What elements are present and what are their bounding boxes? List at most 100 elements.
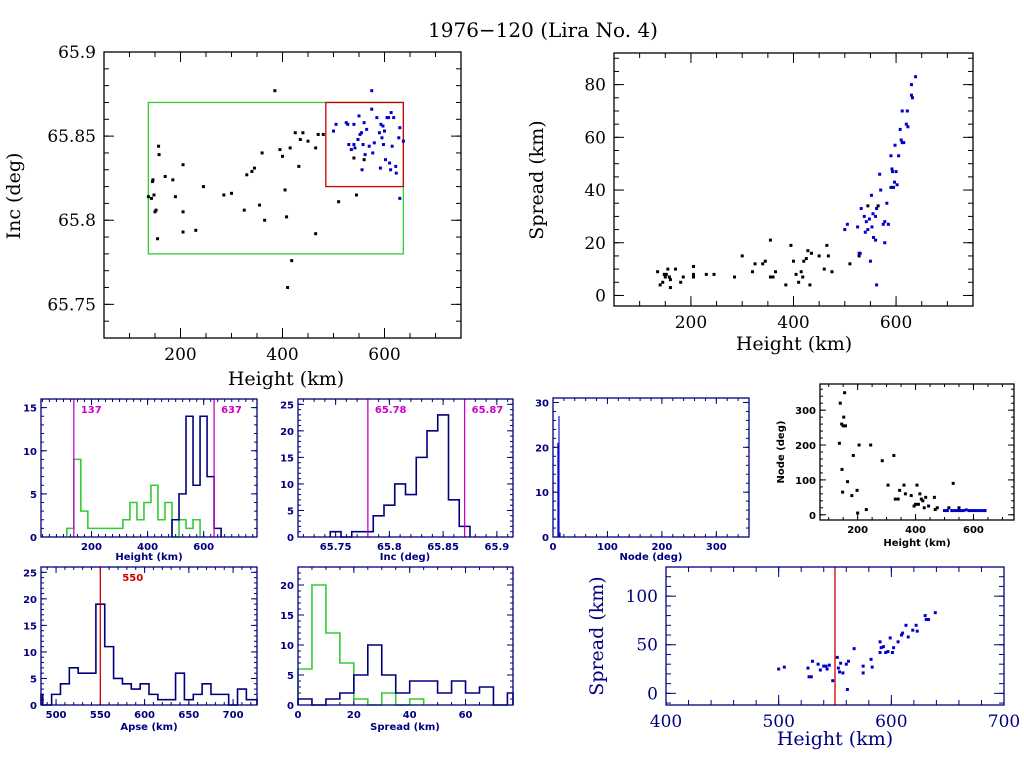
data-point xyxy=(372,141,376,145)
data-point xyxy=(890,170,894,174)
plot-frame xyxy=(297,566,514,706)
data-point xyxy=(153,210,157,214)
data-point xyxy=(864,508,868,512)
data-point xyxy=(263,218,267,222)
y-tick-label: 5 xyxy=(287,506,294,517)
data-point xyxy=(152,193,156,197)
histogram-bar xyxy=(558,415,560,537)
data-point xyxy=(886,222,890,226)
data-point xyxy=(906,125,910,129)
data-point xyxy=(825,243,829,247)
y-tick-label: 25 xyxy=(23,568,37,579)
data-point xyxy=(935,506,939,510)
data-point xyxy=(768,275,772,279)
data-point xyxy=(181,230,185,234)
data-point xyxy=(910,96,914,100)
histogram-green-series xyxy=(297,584,425,706)
data-point xyxy=(387,116,391,120)
data-point xyxy=(314,146,318,150)
x-tick-label: 100 xyxy=(597,542,618,553)
y-tick-label: 0 xyxy=(287,533,294,544)
data-point xyxy=(806,666,810,670)
data-point xyxy=(845,687,849,691)
data-point xyxy=(370,89,374,93)
y-tick-label: 50 xyxy=(636,636,658,656)
data-point xyxy=(804,257,808,261)
x-tick-label: 200 xyxy=(651,542,672,553)
x-tick-label: 200 xyxy=(847,525,868,536)
data-point xyxy=(337,200,341,204)
data-point xyxy=(979,509,983,513)
data-point xyxy=(921,499,925,503)
data-point xyxy=(353,146,357,150)
x-tick-label: 40 xyxy=(403,710,417,721)
data-point xyxy=(363,153,367,157)
plot-frame xyxy=(552,397,750,538)
x-tick-label: 60 xyxy=(459,710,473,721)
data-point xyxy=(896,640,900,644)
data-point xyxy=(774,270,778,274)
data-point xyxy=(914,502,918,506)
data-point xyxy=(859,206,863,210)
x-tick-label: 400 xyxy=(777,313,809,333)
data-point xyxy=(878,651,882,655)
data-point xyxy=(252,166,256,170)
data-point xyxy=(321,132,325,136)
data-point xyxy=(663,275,667,279)
histogram-green-series xyxy=(66,458,201,538)
data-point xyxy=(816,662,820,666)
x-tick-label: 200 xyxy=(164,345,196,365)
data-point xyxy=(851,453,855,457)
data-point xyxy=(924,617,928,621)
x-tick-label: 400 xyxy=(266,345,298,365)
data-point xyxy=(841,671,845,675)
reference-line-label: 637 xyxy=(221,405,242,416)
y-axis-label: Node (deg) xyxy=(776,421,787,484)
data-point xyxy=(344,121,348,125)
x-tick-label: 550 xyxy=(90,710,111,721)
data-point xyxy=(397,136,401,140)
data-point xyxy=(868,259,872,263)
data-point xyxy=(371,151,375,155)
data-point xyxy=(841,490,845,494)
data-point xyxy=(958,509,962,513)
data-point xyxy=(281,154,284,158)
x-tick-label: 600 xyxy=(193,542,214,553)
x-axis-label: Apse (km) xyxy=(120,722,177,733)
data-point xyxy=(750,270,754,274)
data-point xyxy=(358,132,362,136)
x-tick-label: 700 xyxy=(223,710,244,721)
reference-line-label: 65.87 xyxy=(472,405,504,416)
data-point xyxy=(902,483,906,487)
data-point xyxy=(806,249,810,253)
y-tick-label: 10 xyxy=(23,648,37,659)
data-point xyxy=(150,180,154,184)
data-point xyxy=(381,124,385,128)
data-point xyxy=(923,614,927,618)
y-tick-label: 5 xyxy=(30,674,37,685)
data-point xyxy=(831,679,835,683)
data-point xyxy=(838,401,842,405)
data-point xyxy=(375,116,379,120)
data-point xyxy=(903,492,907,496)
y-tick-label: 0 xyxy=(30,533,37,544)
y-tick-label: 15 xyxy=(280,611,294,622)
data-point xyxy=(838,670,842,674)
data-point xyxy=(674,267,678,271)
data-point xyxy=(904,623,908,627)
x-tick-label: 600 xyxy=(134,710,155,721)
data-point xyxy=(383,129,386,133)
x-tick-label: 200 xyxy=(81,542,102,553)
data-point xyxy=(301,131,305,135)
data-point xyxy=(818,668,822,672)
data-point xyxy=(390,144,394,148)
data-point xyxy=(771,275,775,279)
data-point xyxy=(976,509,980,513)
data-point xyxy=(817,254,821,258)
data-point xyxy=(156,237,160,241)
data-point xyxy=(881,645,885,649)
data-point xyxy=(861,671,865,675)
data-point xyxy=(916,502,920,506)
